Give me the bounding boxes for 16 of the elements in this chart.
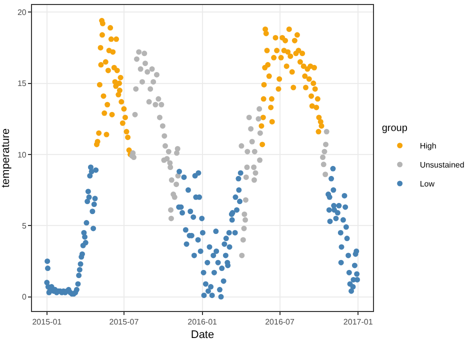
legend-label: Unsustained: [420, 160, 464, 170]
y-axis-title: temperature: [0, 128, 12, 188]
legend-title: group: [382, 123, 408, 134]
x-tick-label: 2016-01: [188, 318, 218, 327]
y-tick-label: 5: [22, 221, 27, 230]
y-tick-label: 20: [17, 8, 27, 17]
y-tick-label: 15: [17, 79, 27, 88]
x-tick-label: 2017-01: [343, 318, 374, 327]
legend-label: High: [420, 142, 436, 151]
x-tick-label: 2016-07: [265, 318, 295, 327]
y-tick-label: 0: [22, 292, 27, 302]
x-tick-label: 2015-01: [32, 318, 62, 327]
x-axis-title: Date: [190, 328, 214, 341]
y-tick-label: 10: [17, 150, 27, 160]
x-tick-label: 2015-07: [109, 318, 140, 327]
legend-label: Low: [420, 180, 435, 189]
